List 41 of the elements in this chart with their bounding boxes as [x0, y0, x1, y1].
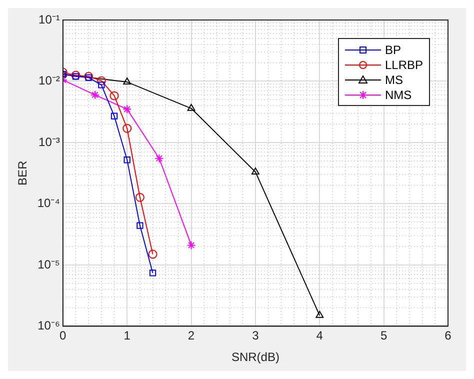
x-tick-label: 2 — [188, 328, 195, 343]
y-tick-label: 10⁻⁵ — [38, 257, 60, 272]
point — [135, 192, 144, 202]
point — [84, 72, 94, 81]
point — [154, 154, 164, 163]
y-tick-label: 10⁻³ — [38, 134, 60, 149]
point — [96, 76, 106, 86]
legend-label: BP — [384, 42, 401, 56]
point — [110, 112, 118, 120]
x-tick-label: 6 — [444, 328, 452, 343]
point — [148, 250, 158, 259]
x-axis-title: SNR(dB) — [231, 350, 280, 364]
y-tick-label: 10⁻⁴ — [37, 196, 60, 210]
point — [186, 240, 196, 250]
point — [85, 74, 92, 81]
point — [122, 124, 132, 133]
point — [251, 167, 260, 174]
point — [72, 73, 80, 80]
x-tick-label: 5 — [380, 328, 388, 343]
point — [90, 90, 100, 100]
y-tick-label: 10⁻¹ — [38, 12, 60, 26]
point — [149, 270, 156, 276]
point — [71, 70, 80, 80]
legend-label: MS — [384, 72, 403, 86]
y-tick-label: 10⁻⁶ — [38, 318, 60, 333]
x-tick-label: 3 — [252, 328, 260, 343]
legend-label: LLRBP — [384, 58, 423, 72]
point — [123, 78, 132, 85]
point — [187, 104, 196, 111]
y-tick-label: 10⁻² — [38, 74, 60, 88]
y-axis-title: BER — [16, 160, 30, 186]
point — [124, 156, 130, 164]
legend-label: NMS — [384, 88, 412, 102]
point — [136, 222, 144, 229]
x-tick-label: 1 — [124, 328, 131, 343]
point — [316, 310, 324, 318]
x-tick-label: 4 — [316, 328, 324, 343]
point — [98, 82, 105, 88]
x-tick-label: 0 — [60, 328, 67, 343]
point — [122, 104, 132, 114]
point — [110, 91, 119, 100]
